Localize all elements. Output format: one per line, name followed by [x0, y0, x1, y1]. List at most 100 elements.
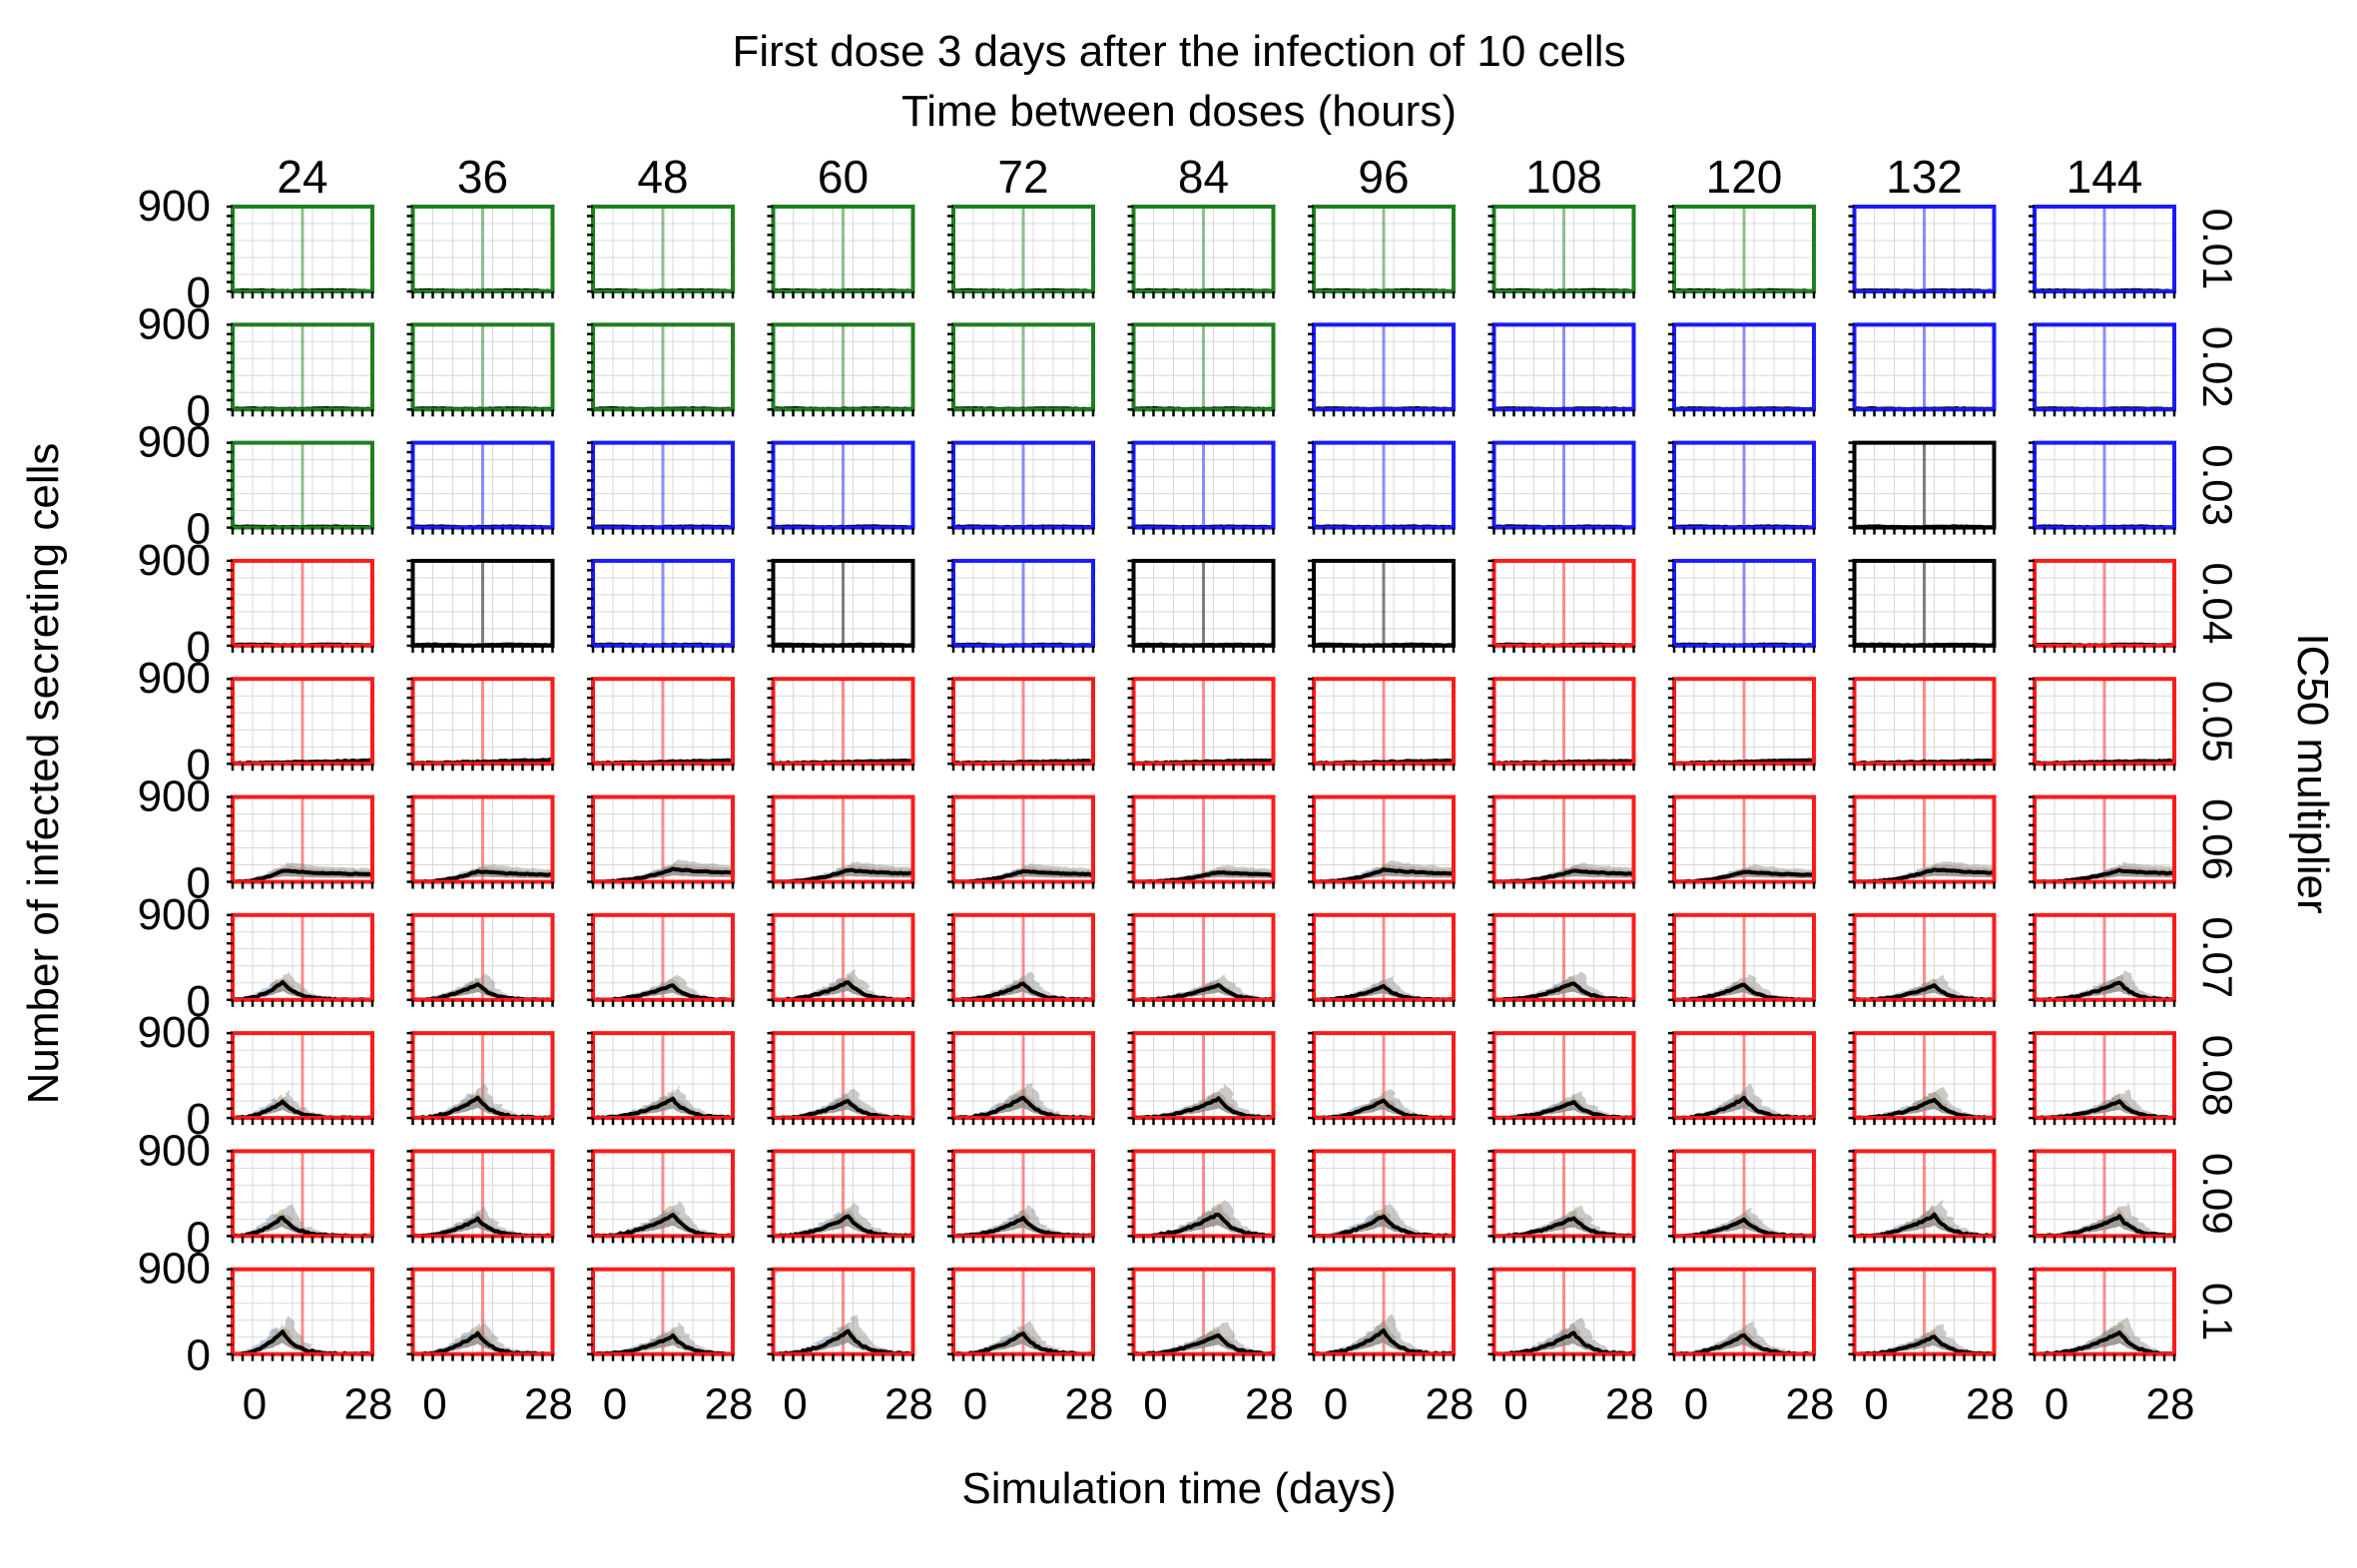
replicate-band: [1854, 1332, 1995, 1354]
panel-0.01-132: [1848, 205, 1997, 298]
replicate-band: [233, 1097, 372, 1118]
panel-0.1-120: [1668, 1267, 1816, 1361]
replicate-band: [1133, 1084, 1274, 1118]
panel-0.07-84: [1127, 912, 1276, 1007]
x-tick-label-start: 0: [2045, 1380, 2068, 1429]
panel-0.08-24: [227, 1031, 374, 1126]
panel-0.1-84: [1127, 1267, 1276, 1361]
panel-0.1-60: [767, 1267, 915, 1361]
replicate-band: [1854, 974, 1995, 1000]
panel-0.06-144: [2029, 794, 2176, 889]
panel-0.08-72: [947, 1031, 1095, 1126]
row-label-0.01: 0.01: [2194, 209, 2241, 290]
panel-0.03-84: [1127, 440, 1276, 535]
x-tick-label-end: 28: [344, 1380, 393, 1429]
panel-0.08-48: [587, 1031, 735, 1126]
replicate-band: [1314, 1092, 1454, 1118]
panel-0.06-84: [1127, 794, 1276, 889]
replicate-band: [773, 1097, 913, 1118]
replicate-band: [953, 1093, 1093, 1118]
panel-0.04-132: [1848, 558, 1997, 653]
x-tick-label-start: 0: [1324, 1380, 1348, 1429]
replicate-band: [593, 1084, 733, 1118]
replicate-band: [773, 1212, 913, 1237]
replicate-band: [1493, 1214, 1634, 1237]
panel-0.05-96: [1308, 677, 1456, 772]
chart-subtitle: Time between doses (hours): [901, 87, 1457, 136]
mean-line: [233, 868, 373, 884]
panel-0.06-96: [1308, 794, 1456, 889]
panel-0.05-24: [227, 677, 374, 772]
replicate-band: [953, 975, 1093, 1000]
panel-0.08-60: [767, 1031, 915, 1126]
x-axis-label: Simulation time (days): [961, 1464, 1396, 1513]
panel-0.03-36: [406, 440, 555, 535]
y-tick-label-top: 900: [138, 299, 211, 348]
panel-0.08-84: [1127, 1031, 1276, 1126]
panel-0.04-108: [1487, 558, 1636, 653]
column-label-132: 132: [1886, 151, 1963, 203]
replicate-band: [1314, 1207, 1454, 1237]
column-label-144: 144: [2066, 151, 2143, 203]
panel-0.09-96: [1308, 1149, 1456, 1244]
y-tick-label-zero: 0: [187, 386, 211, 435]
panel-0.05-144: [2029, 677, 2176, 772]
chart-title: First dose 3 days after the infection of…: [732, 27, 1625, 76]
panel-0.1-108: [1487, 1267, 1636, 1361]
panel-0.09-84: [1127, 1149, 1276, 1244]
panel-0.05-132: [1848, 677, 1997, 772]
panel-0.09-132: [1848, 1149, 1997, 1244]
replicate-band: [1133, 1321, 1274, 1354]
panel-0.09-72: [947, 1149, 1095, 1244]
y-tick-label-top: 900: [138, 890, 211, 939]
panel-0.05-108: [1487, 677, 1636, 772]
panel-0.06-24: [227, 794, 374, 889]
panel-0.07-60: [767, 912, 915, 1007]
y-tick-label-zero: 0: [187, 1095, 211, 1144]
panel-0.07-96: [1308, 912, 1456, 1007]
panel-0.01-24: [227, 205, 374, 298]
right-axis-label: IC50 multiplier: [2288, 633, 2337, 913]
replicate-band: [1314, 862, 1454, 882]
y-tick-label-zero: 0: [187, 1213, 211, 1262]
x-tick-label-start: 0: [1503, 1380, 1527, 1429]
replicate-band: [1854, 1199, 1995, 1237]
y-tick-label-top: 900: [138, 773, 211, 821]
column-label-96: 96: [1358, 151, 1409, 203]
panel-0.01-120: [1668, 205, 1816, 298]
panel-0.06-120: [1668, 794, 1816, 889]
panel-0.08-96: [1308, 1031, 1456, 1126]
x-tick-label-end: 28: [2146, 1380, 2195, 1429]
panel-0.01-36: [406, 205, 555, 298]
replicate-band: [2035, 970, 2174, 1000]
x-tick-label-end: 28: [1065, 1380, 1114, 1429]
y-tick-label-top: 900: [138, 1008, 211, 1057]
panel-0.1-96: [1308, 1267, 1456, 1361]
panel-0.06-36: [406, 794, 555, 889]
replicate-band: [2035, 861, 2174, 882]
replicate-band: [412, 1317, 553, 1354]
panel-0.09-48: [587, 1149, 735, 1244]
replicate-band: [593, 1321, 733, 1354]
replicate-band: [1314, 979, 1454, 1000]
panel-0.01-72: [947, 205, 1095, 298]
x-tick-label-end: 28: [1786, 1380, 1835, 1429]
replicate-band: [953, 865, 1093, 882]
panel-0.06-72: [947, 794, 1095, 889]
panel-0.04-144: [2029, 558, 2176, 653]
x-tick-label-end: 28: [1245, 1380, 1294, 1429]
panel-0.05-48: [587, 677, 735, 772]
column-label-72: 72: [997, 151, 1048, 203]
panel-0.02-24: [227, 322, 374, 417]
replicate-band: [953, 1209, 1093, 1237]
row-label-0.03: 0.03: [2194, 444, 2241, 526]
column-label-24: 24: [277, 151, 327, 203]
y-tick-label-top: 900: [138, 1245, 211, 1294]
panel-0.03-24: [227, 440, 374, 535]
panel-0.1-36: [406, 1267, 555, 1361]
panel-0.1-24: [227, 1267, 374, 1361]
panel-0.03-48: [587, 440, 735, 535]
y-tick-label-top: 900: [138, 1126, 211, 1175]
panel-0.08-36: [406, 1031, 555, 1126]
row-label-0.05: 0.05: [2194, 681, 2241, 763]
